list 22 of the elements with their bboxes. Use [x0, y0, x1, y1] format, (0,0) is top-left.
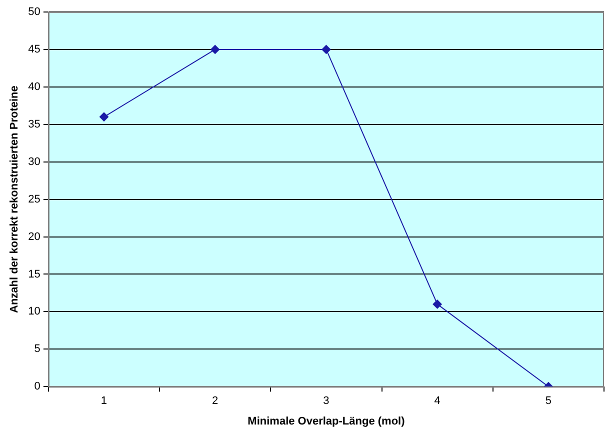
- point: [432, 300, 442, 309]
- y-tick-label: 45: [28, 43, 40, 56]
- y-tick-label: 10: [28, 306, 40, 318]
- point: [210, 44, 220, 54]
- point: [99, 112, 108, 122]
- y-tick-label: 0: [34, 380, 40, 393]
- x-tick-label: 3: [323, 395, 330, 408]
- y-tick-label: 50: [28, 6, 40, 18]
- y-axis-title: Anzahl der korrekt rekonstruierten Proteine: [8, 86, 21, 314]
- y-tick-label: 20: [28, 230, 40, 243]
- x-axis-title: Minimale Overlap-Länge (mol): [248, 415, 406, 428]
- y-tick-label: 30: [28, 156, 40, 168]
- y-tick-label: 5: [34, 343, 40, 356]
- y-tick-label: 35: [28, 118, 40, 130]
- x-tick-label: 1: [100, 395, 108, 408]
- x-tick-label: 5: [545, 395, 552, 408]
- y-tick-label: 40: [28, 80, 40, 93]
- y-tick-label: 25: [28, 193, 40, 206]
- point: [322, 44, 331, 54]
- x-tick-label: 4: [434, 395, 440, 408]
- y-tick-label: 15: [28, 268, 40, 280]
- x-tick-label: 2: [212, 395, 218, 408]
